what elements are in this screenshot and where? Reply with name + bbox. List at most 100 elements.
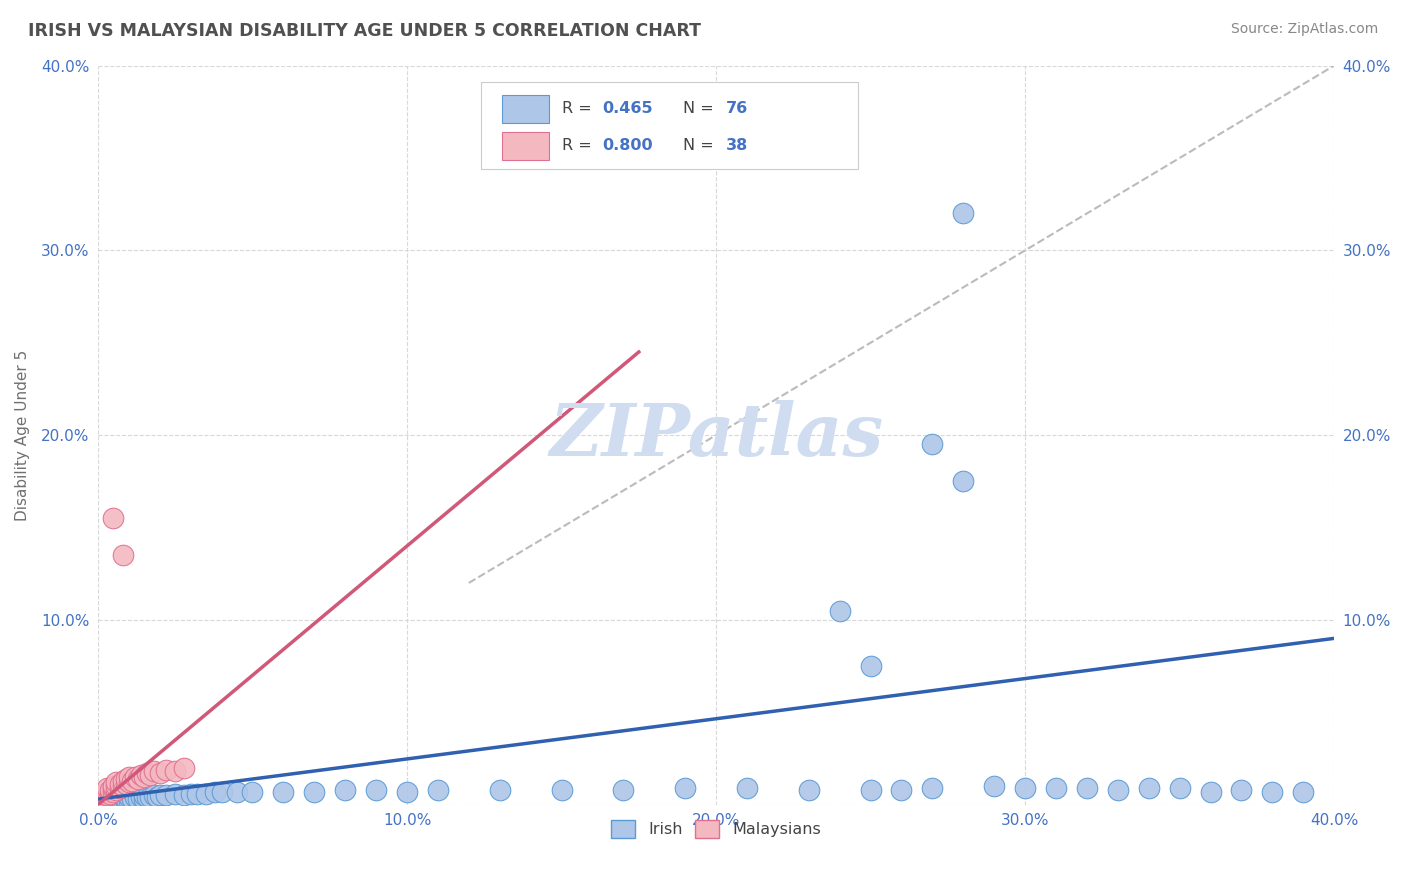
Point [673, 780, 696, 795]
Point [149, 766, 172, 780]
Point [121, 792, 143, 806]
Point [195, 787, 218, 801]
Point [114, 792, 136, 806]
Text: 0.800: 0.800 [602, 138, 652, 153]
Point [114, 794, 136, 808]
Point [96, 790, 118, 805]
Point [1076, 780, 1098, 795]
Point [1168, 780, 1191, 795]
Point [111, 773, 134, 788]
Text: ZIPatlas: ZIPatlas [548, 400, 883, 471]
Legend: Irish, Malaysians: Irish, Malaysians [605, 814, 827, 845]
Point [186, 787, 208, 801]
Point [735, 780, 758, 795]
Point [111, 779, 134, 793]
Point [134, 770, 156, 784]
Point [93, 792, 115, 806]
Point [136, 790, 159, 805]
Point [98, 783, 121, 797]
Point [134, 792, 156, 806]
Point [124, 770, 146, 784]
Point [859, 783, 882, 797]
Point [180, 787, 202, 801]
Text: N =: N = [683, 102, 718, 116]
Point [149, 789, 172, 803]
Point [108, 796, 131, 810]
Point [118, 775, 141, 789]
Point [204, 785, 226, 799]
Point [114, 777, 136, 791]
Text: R =: R = [561, 102, 596, 116]
Point [118, 794, 141, 808]
Point [121, 773, 143, 788]
Point [1230, 783, 1253, 797]
Point [87, 794, 110, 808]
Point [105, 775, 128, 789]
Point [105, 783, 128, 797]
FancyBboxPatch shape [502, 95, 550, 123]
Point [890, 783, 912, 797]
Point [105, 794, 128, 808]
Point [96, 794, 118, 808]
Point [1261, 785, 1284, 799]
Point [828, 604, 851, 618]
Point [242, 785, 264, 799]
Point [921, 780, 943, 795]
Point [155, 789, 177, 803]
Point [1292, 785, 1315, 799]
Point [142, 789, 165, 803]
Point [90, 792, 112, 806]
Point [103, 779, 125, 793]
Point [111, 794, 134, 808]
Point [96, 796, 118, 810]
Text: IRISH VS MALAYSIAN DISABILITY AGE UNDER 5 CORRELATION CHART: IRISH VS MALAYSIAN DISABILITY AGE UNDER … [28, 22, 702, 40]
Point [983, 779, 1005, 793]
Point [93, 794, 115, 808]
Point [129, 790, 152, 805]
Point [105, 792, 128, 806]
FancyBboxPatch shape [502, 131, 550, 160]
Point [93, 790, 115, 805]
Point [87, 794, 110, 808]
Point [111, 790, 134, 805]
Point [108, 792, 131, 806]
Point [952, 475, 974, 489]
Text: 0.465: 0.465 [602, 102, 652, 116]
Point [111, 548, 134, 562]
Y-axis label: Disability Age Under 5: Disability Age Under 5 [15, 350, 30, 521]
Point [90, 796, 112, 810]
Point [103, 796, 125, 810]
Point [96, 789, 118, 803]
Point [124, 790, 146, 805]
Point [1137, 780, 1160, 795]
Point [173, 789, 195, 803]
Point [136, 766, 159, 780]
Point [952, 206, 974, 220]
Point [145, 790, 167, 805]
Point [98, 796, 121, 810]
Point [364, 783, 387, 797]
Point [273, 785, 295, 799]
Text: 38: 38 [725, 138, 748, 153]
Point [108, 777, 131, 791]
Point [103, 794, 125, 808]
Point [1199, 785, 1222, 799]
Text: 76: 76 [725, 102, 748, 116]
Point [93, 787, 115, 801]
Point [139, 790, 162, 805]
Point [1045, 780, 1067, 795]
Point [129, 768, 152, 782]
Point [139, 768, 162, 782]
Point [165, 764, 187, 779]
Point [103, 785, 125, 799]
Point [98, 792, 121, 806]
Point [335, 783, 357, 797]
Point [859, 659, 882, 673]
Point [426, 783, 449, 797]
Point [142, 764, 165, 779]
Point [105, 779, 128, 793]
Point [90, 789, 112, 803]
Point [96, 780, 118, 795]
Point [127, 772, 149, 786]
Point [103, 780, 125, 795]
